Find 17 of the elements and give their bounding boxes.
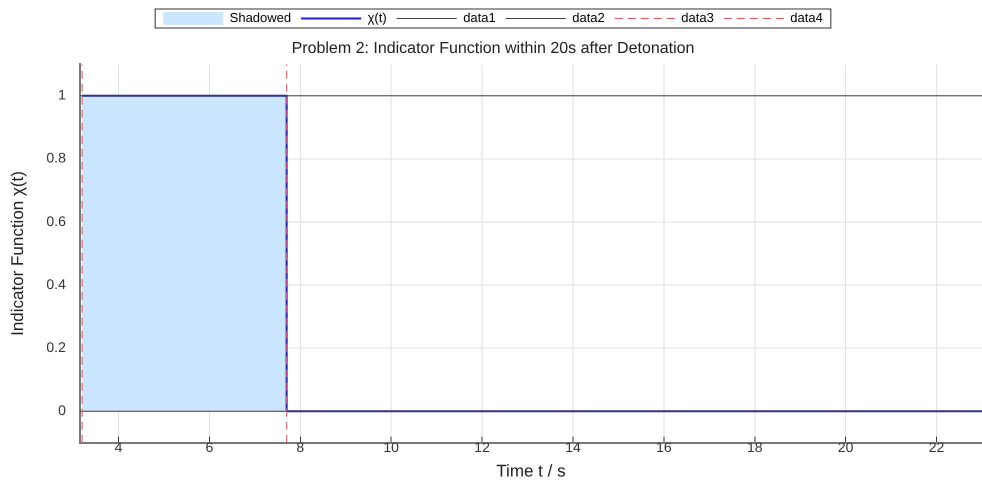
legend-label: data4 [790, 10, 823, 26]
y-tick-label: 0.4 [46, 276, 66, 292]
legend-label: data3 [681, 10, 714, 26]
y-tick-label: 1 [58, 86, 66, 103]
x-tick-label: 4 [114, 439, 123, 456]
chart-title: Problem 2: Indicator Function within 20s after Detonation [292, 40, 694, 58]
legend-label: χ(t) [368, 10, 387, 26]
x-tick-label: 14 [565, 439, 581, 456]
y-tick-label: 0.2 [46, 339, 66, 356]
y-axis-title: Indicator Function χ(t) [8, 171, 27, 336]
legend-label: Shadowed [230, 10, 292, 26]
legend-label: data1 [463, 10, 496, 26]
legend-label: data2 [572, 10, 605, 26]
y-tick-label: 0.8 [46, 150, 66, 166]
y-tick-label: 0.6 [46, 212, 66, 229]
y-tick-label: 0 [58, 402, 66, 418]
x-axis-title: Time t / s [496, 461, 566, 480]
